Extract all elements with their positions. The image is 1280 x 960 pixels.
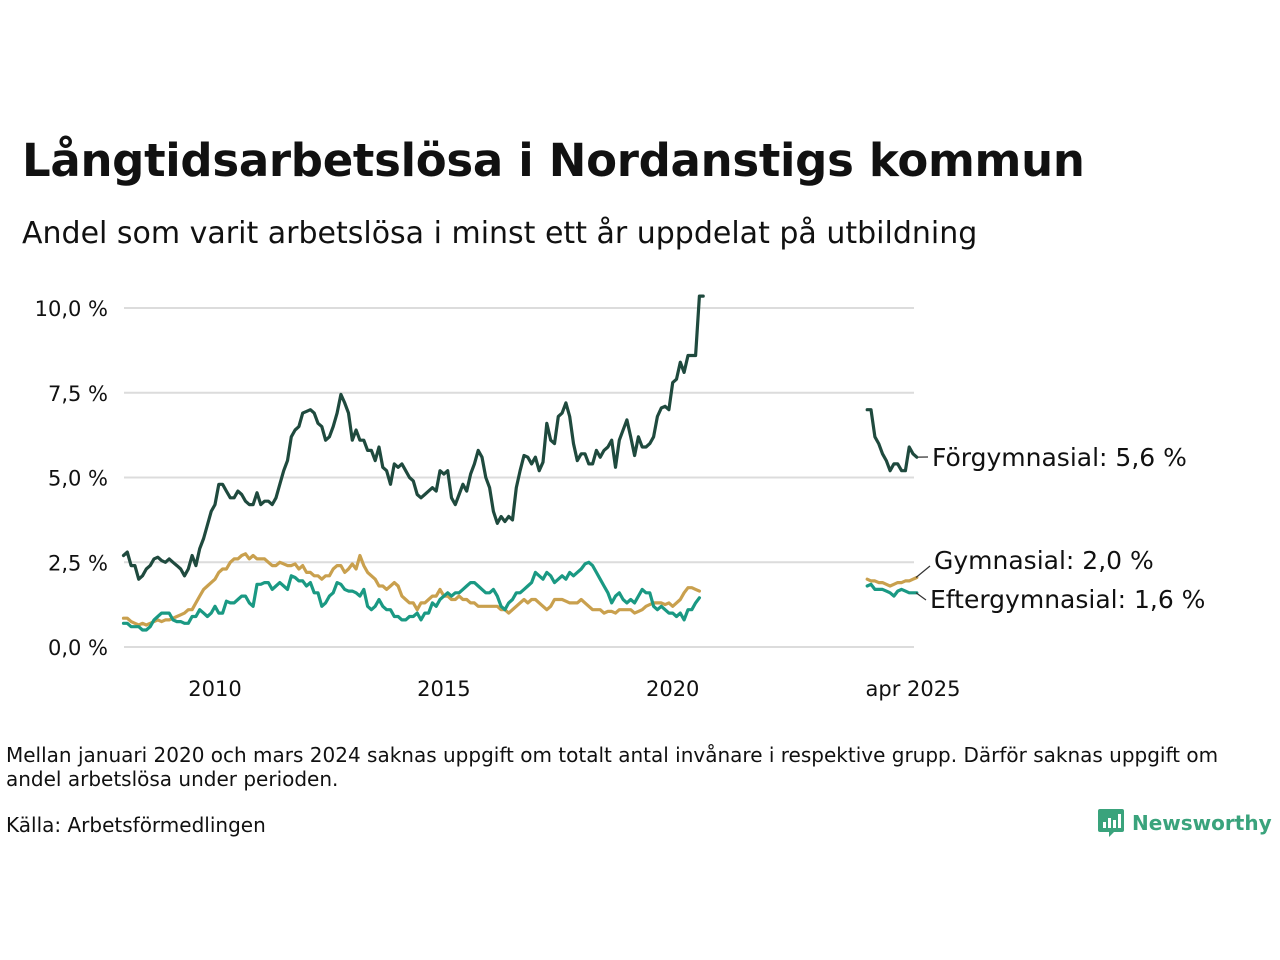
y-tick-label: 7,5 %: [48, 382, 108, 406]
y-tick-label: 10,0 %: [35, 297, 108, 321]
series-end-label: Gymnasial: 2,0 %: [934, 546, 1154, 575]
brand-logo: Newsworthy: [1098, 808, 1272, 838]
series-lines: [121, 294, 919, 632]
y-tick-label: 5,0 %: [48, 467, 108, 491]
chart-subtitle: Andel som varit arbetslösa i minst ett å…: [22, 216, 978, 251]
chart-title: Långtidsarbetslösa i Nordanstigs kommun: [22, 134, 1085, 187]
y-tick-label: 2,5 %: [48, 551, 108, 575]
y-tick-label: 0,0 %: [48, 636, 108, 660]
brand-name: Newsworthy: [1132, 811, 1272, 835]
line-chart: 0,0 % 2,5 % 5,0 % 7,5 % 10,0 % 2010 2015 2020 a…: [35, 294, 1205, 701]
series-line-eftergymnasial: [121, 560, 701, 632]
source-text: Källa: Arbetsförmedlingen: [6, 813, 266, 837]
x-axis: 2010 2015 2020 apr 2025: [188, 677, 960, 701]
y-axis: 0,0 % 2,5 % 5,0 % 7,5 % 10,0 %: [35, 297, 108, 660]
series-line-gymnasial: [121, 552, 701, 627]
footnote: Mellan januari 2020 och mars 2024 saknas…: [6, 743, 1219, 791]
x-tick-label: apr 2025: [866, 677, 961, 701]
label-leader-line: [915, 565, 931, 578]
series-line-förgymnasial: [121, 294, 705, 581]
series-line-gymnasial: [865, 575, 919, 588]
series-end-label: Eftergymnasial: 1,6 %: [930, 585, 1205, 614]
series-end-label: Förgymnasial: 5,6 %: [932, 443, 1187, 472]
series-end-labels: Förgymnasial: 5,6 % Gymnasial: 2,0 % Efter…: [915, 443, 1205, 614]
x-tick-label: 2015: [417, 677, 470, 701]
x-tick-label: 2010: [188, 677, 241, 701]
label-leader-line: [915, 592, 927, 601]
bar-chart-speech-bubble-icon: [1098, 809, 1124, 837]
series-line-eftergymnasial: [865, 582, 919, 598]
x-tick-label: 2020: [646, 677, 699, 701]
series-line-förgymnasial: [865, 408, 919, 473]
